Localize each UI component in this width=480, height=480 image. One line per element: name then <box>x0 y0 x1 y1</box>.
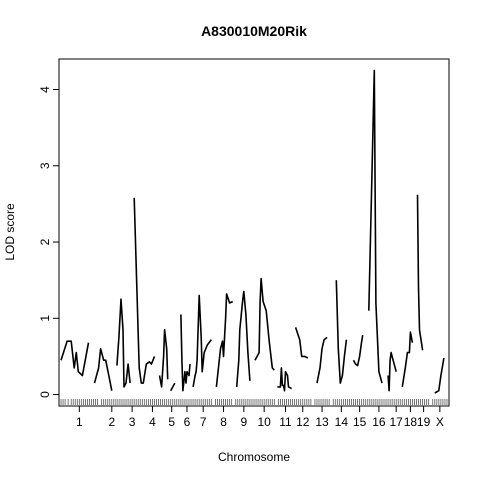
lod-line-chr-16 <box>368 69 383 384</box>
lod-line-chr-9 <box>235 290 251 387</box>
y-tick-label: 2 <box>38 238 52 245</box>
x-tick-label-chr-X: X <box>436 415 444 429</box>
x-tick-label-chr-17: 17 <box>390 415 404 429</box>
y-tick-label: 3 <box>38 162 52 169</box>
plot-frame <box>58 58 450 407</box>
lod-line-chr-7 <box>192 294 212 388</box>
x-tick-label-chr-5: 5 <box>168 415 175 429</box>
x-tick-label-chr-6: 6 <box>184 415 191 429</box>
x-tick-label-chr-8: 8 <box>220 415 227 429</box>
x-tick-label-chr-15: 15 <box>353 415 367 429</box>
x-tick-label-chr-13: 13 <box>315 415 329 429</box>
lod-line-chr-19 <box>416 194 424 351</box>
marker-rug <box>60 399 448 405</box>
lod-line-chr-3 <box>116 298 131 388</box>
x-tick-label-chr-2: 2 <box>108 415 115 429</box>
x-tick-label-chr-7: 7 <box>200 415 207 429</box>
lod-line-chr-4 <box>133 197 156 384</box>
lod-line-chr-18 <box>401 331 414 388</box>
x-tick-label-chr-9: 9 <box>241 415 248 429</box>
lod-line-chr-12 <box>294 327 309 359</box>
x-tick-label-chr-19: 19 <box>417 415 431 429</box>
lod-line-chr-13 <box>316 336 328 384</box>
x-tick-label-chr-10: 10 <box>257 415 271 429</box>
x-axis-label: Chromosome <box>218 450 290 464</box>
x-tick-label-chr-4: 4 <box>149 415 156 429</box>
x-tick-label-chr-18: 18 <box>404 415 418 429</box>
lod-line-chr-14 <box>335 280 348 384</box>
lod-line-chr-6 <box>180 314 191 392</box>
x-tick-label-chr-3: 3 <box>129 415 136 429</box>
lod-line-chr-5 <box>169 382 176 392</box>
lod-line-chr-17 <box>387 351 397 392</box>
chart-title: A830010M20Rik <box>201 23 307 39</box>
x-tick-label-chr-1: 1 <box>76 415 83 429</box>
x-tick-label-chr-11: 11 <box>279 415 292 429</box>
lod-curve <box>60 69 445 394</box>
lod-line-chr-X <box>434 357 445 394</box>
x-tick-label-chr-16: 16 <box>372 415 386 429</box>
x-tick-label-chr-14: 14 <box>335 415 349 429</box>
lod-line-chr-5 <box>158 328 169 388</box>
y-tick-label: 0 <box>38 391 52 398</box>
y-tick-label: 1 <box>38 315 52 322</box>
lod-line-chr-8 <box>215 293 234 387</box>
x-tick-label-chr-12: 12 <box>296 415 310 429</box>
lod-line-chr-15 <box>352 334 364 367</box>
lod-line-chr-11 <box>277 367 292 392</box>
lod-line-chr-2 <box>93 347 113 391</box>
y-tick-label: 4 <box>38 86 52 93</box>
y-axis: 0 1 2 3 4 <box>38 86 59 398</box>
y-axis-label: LOD score <box>3 203 17 261</box>
x-axis: 1 2 3 4 5 6 7 8 9 10 11 12 13 14 15 16 17 18 19 X <box>76 406 444 429</box>
lod-line-chr-1 <box>60 340 90 377</box>
lod-line-chr-10 <box>254 277 275 371</box>
